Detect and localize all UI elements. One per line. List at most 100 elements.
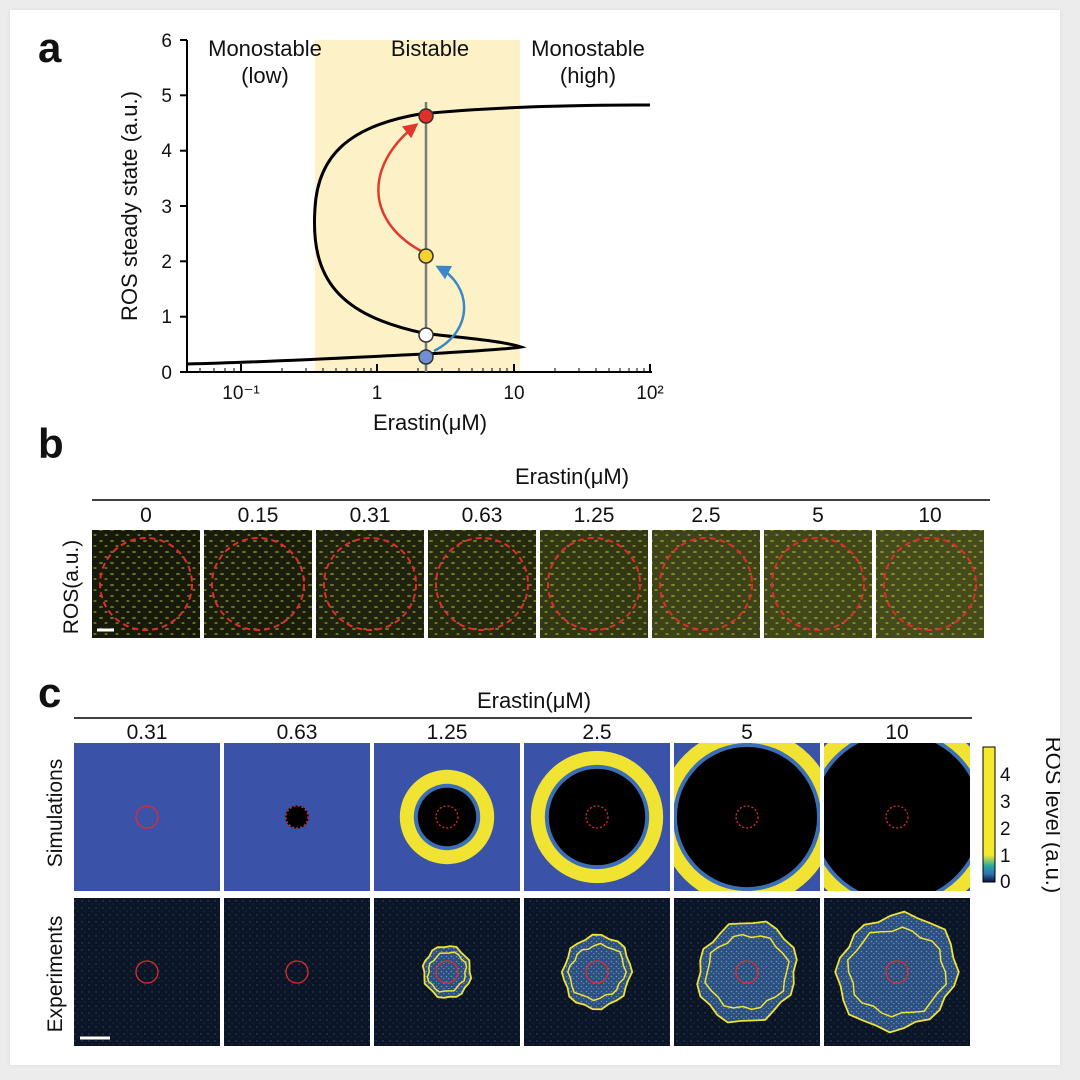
panel-b-letter: b: [38, 420, 64, 467]
panel-b-images: 0 0.15 0.31 0.63 1.25 2.5 5 10: [92, 504, 984, 638]
panel-b-concentration-label: 0: [140, 504, 152, 527]
simulation-dead-core: [417, 787, 477, 847]
simulation-seed-circle: [735, 805, 759, 829]
x-tick-1: 1: [372, 383, 383, 404]
experiment-background: [224, 898, 370, 1046]
experiment-outer-wavefront: [696, 920, 798, 1024]
experiment-image: [824, 898, 970, 1046]
y-ticks: [180, 39, 187, 373]
experiment-image: [224, 898, 370, 1046]
region-label-right-line1: Monostable: [531, 36, 645, 61]
region-label-left-line2: (low): [241, 63, 289, 88]
experiment-seed-circle: [285, 960, 309, 984]
panel-c-concentration-label: 0.63: [277, 721, 318, 744]
dashed-region-circle: [323, 537, 417, 631]
colorbar-tick-0: 0: [1000, 872, 1011, 893]
region-label-left-line1: Monostable: [208, 36, 322, 61]
colorbar-gradient: [982, 746, 996, 883]
simulation-seed-circle: [135, 805, 159, 829]
panel-c-concentration-label: 2.5: [582, 721, 611, 744]
experiment-seed-circle: [435, 960, 459, 984]
colorbar-tick-3: 3: [1000, 792, 1011, 813]
ros-image: [540, 530, 648, 638]
simulation-image: [224, 743, 370, 891]
dashed-region-circle: [547, 537, 641, 631]
experiment-inner-wavefront: [704, 933, 790, 1011]
simulation-seed-circle: [885, 805, 909, 829]
panel-a-bifurcation-plot: Monostable (low) Bistable Monostable (hi…: [117, 31, 664, 435]
y-axis-title: ROS steady state (a.u.): [117, 91, 142, 321]
colorbar-tick-4: 4: [1000, 765, 1011, 786]
dashed-region-circle: [211, 537, 305, 631]
dashed-region-circle: [99, 537, 193, 631]
panel-c-row-label-bottom: Experiments: [44, 916, 67, 1033]
colorbar-tick-1: 1: [1000, 846, 1011, 867]
simulation-dead-core: [676, 746, 818, 888]
panel-b-concentration-label: 0.63: [462, 504, 503, 527]
experiment-seed-circle: [135, 960, 159, 984]
experiment-seed-circle: [735, 960, 759, 984]
panel-c-concentration-label: 0.31: [127, 721, 168, 744]
transition-arrow-red: [377, 123, 422, 253]
region-label-middle: Bistable: [391, 36, 469, 61]
simulation-background: [74, 743, 220, 891]
panel-b-concentration-label: 0.15: [238, 504, 279, 527]
panel-b-concentration-label: 10: [918, 504, 941, 527]
ros-intensity-overlay: [764, 530, 872, 638]
intermediate-state-marker: [418, 248, 434, 264]
ros-intensity-overlay: [316, 530, 424, 638]
panel-b-concentration-label: 1.25: [574, 504, 615, 527]
experiment-seed-circle: [585, 960, 609, 984]
ros-image-tile: [540, 530, 648, 638]
ros-image: [764, 530, 872, 638]
panel-c-header: Erastin(μM): [477, 688, 591, 713]
ros-image-tile: [652, 530, 760, 638]
panel-c-images: 0.31 0.63 1.25 2.5 5 10: [74, 721, 970, 1046]
simulation-image: [74, 743, 220, 891]
simulation-seed-circle: [285, 805, 309, 829]
ros-intensity-overlay: [428, 530, 536, 638]
x-ticks: [199, 364, 651, 372]
dashed-region-circle: [435, 537, 529, 631]
panel-b-header: Erastin(μM): [515, 464, 629, 489]
experiment-inner-wavefront: [426, 951, 468, 993]
experiment-outer-wavefront: [560, 933, 634, 1011]
ros-image-tile: [876, 530, 984, 638]
ros-intensity-overlay: [540, 530, 648, 638]
panel-a-letter: a: [38, 24, 62, 71]
panel-b-concentration-label: 5: [812, 504, 824, 527]
ros-image: [316, 530, 424, 638]
colorbar-tick-2: 2: [1000, 819, 1011, 840]
ros-intensity-overlay: [652, 530, 760, 638]
ros-image: [204, 530, 312, 638]
ros-intensity-overlay: [92, 530, 200, 638]
simulation-dead-core: [824, 743, 970, 891]
ros-image: [652, 530, 760, 638]
simulation-image: [524, 743, 670, 891]
figure-card: a Monostable (low) Bistable Monostable (…: [10, 10, 1060, 1065]
ros-intensity-overlay: [204, 530, 312, 638]
experiment-image: [524, 898, 670, 1046]
ros-image: [92, 530, 200, 638]
x-tick-3: 10²: [636, 383, 663, 404]
region-label-right-line2: (high): [560, 63, 616, 88]
panel-c-concentration-label: 1.25: [427, 721, 468, 744]
ros-image-tile: [764, 530, 872, 638]
experiment-background: [74, 898, 220, 1046]
panel-c-letter: c: [38, 669, 61, 716]
bistable-region-band: [315, 40, 520, 372]
y-tick-0: 0: [161, 363, 172, 384]
dashed-region-circle: [883, 537, 977, 631]
unstable-state-marker: [418, 327, 434, 343]
figure: a Monostable (low) Bistable Monostable (…: [38, 24, 1060, 1046]
ros-image: [428, 530, 536, 638]
ros-intensity-overlay: [876, 530, 984, 638]
y-tick-6: 6: [161, 31, 172, 52]
experiment-image: [674, 898, 820, 1046]
y-tick-5: 5: [161, 86, 172, 107]
experiment-image: [74, 898, 220, 1046]
y-tick-2: 2: [161, 252, 172, 273]
ros-image-tile: [428, 530, 536, 638]
experiment-inner-wavefront: [847, 926, 947, 1018]
experiment-inner-wavefront: [566, 942, 628, 1002]
